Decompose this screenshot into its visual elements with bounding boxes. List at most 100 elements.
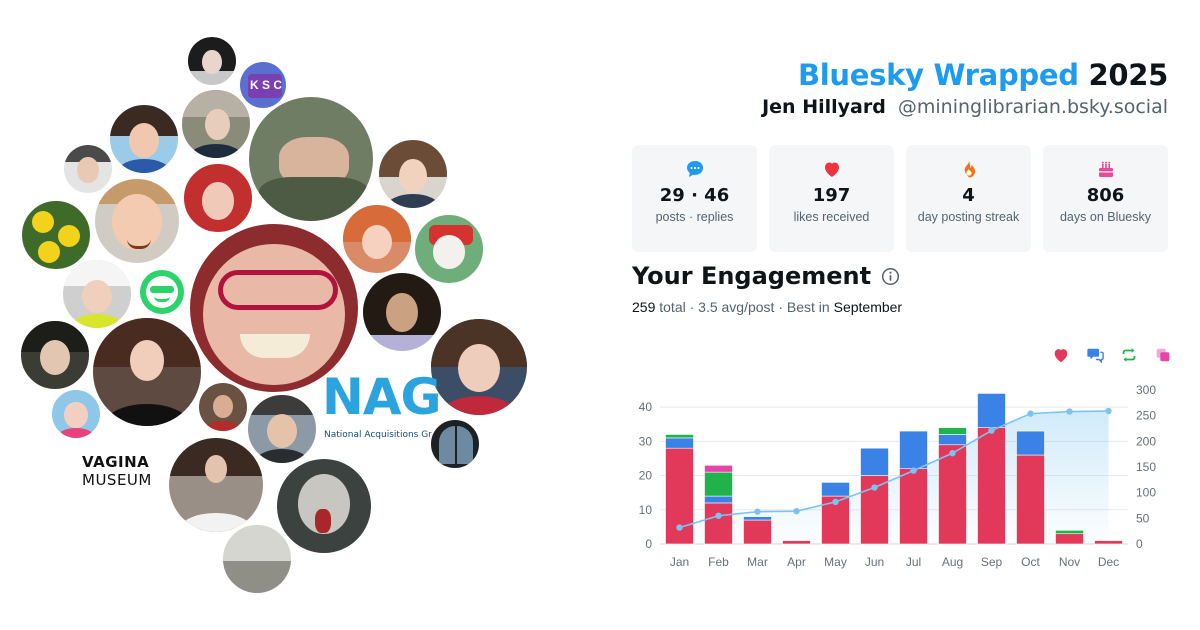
bar-likes-nov — [1055, 533, 1084, 545]
avatar[interactable] — [341, 203, 413, 275]
quotes-legend-copy-icon[interactable] — [1154, 346, 1172, 364]
user-handle[interactable]: @mininglibrarian.bsky.social — [897, 96, 1168, 118]
stat-label: posts · replies — [655, 210, 734, 224]
bar-likes-feb — [704, 502, 733, 545]
badge-logo: K S C — [249, 78, 282, 92]
bar-likes-apr — [782, 540, 811, 545]
replies-legend-chat-icon[interactable] — [1086, 346, 1104, 364]
bar-likes-sep — [977, 427, 1006, 545]
x-tick-label: Jan — [670, 555, 689, 569]
y-tick-label-right: 150 — [1136, 460, 1156, 474]
museum-logo-line2: MUSEUM — [82, 471, 152, 489]
avatar[interactable] — [429, 418, 481, 470]
avatar[interactable] — [221, 523, 293, 595]
engagement-average: 3.5 avg/post — [698, 299, 775, 315]
stat-card-days: 806 days on Bluesky — [1043, 145, 1168, 252]
nag-logo-text: NAG — [322, 368, 442, 426]
likes-legend-heart-icon[interactable] — [1052, 346, 1070, 364]
avatar[interactable] — [50, 388, 102, 440]
avatar[interactable] — [186, 35, 238, 87]
y-tick-label-left: 0 — [645, 537, 652, 551]
engagement-title-text: Your Engagement — [632, 262, 872, 290]
stat-value: 29 · 46 — [659, 185, 730, 206]
avatar[interactable] — [197, 381, 249, 433]
cumulative-point-nov — [1066, 408, 1073, 415]
avatar[interactable] — [275, 457, 373, 555]
engagement-summary: 259 total · 3.5 avg/post · Best in Septe… — [632, 299, 902, 315]
bar-likes-aug — [938, 444, 967, 545]
cumulative-point-aug — [949, 449, 956, 457]
bar-replies-jan — [665, 437, 694, 449]
avatar[interactable] — [377, 138, 449, 210]
engagement-best-prefix: Best in — [786, 299, 830, 315]
info-icon[interactable] — [881, 267, 900, 286]
avatar[interactable] — [91, 316, 203, 428]
y-tick-label-right: 250 — [1136, 409, 1156, 423]
avatar-cluster: K S C — [19, 35, 529, 595]
bar-replies-may — [821, 482, 850, 497]
bar-reposts-jan — [665, 434, 694, 439]
avatar[interactable] — [247, 95, 375, 223]
avatar[interactable] — [413, 213, 485, 285]
x-tick-label: Jul — [906, 555, 921, 569]
avatar[interactable] — [188, 222, 360, 394]
brand-title: Bluesky Wrapped — [797, 58, 1079, 92]
bar-quotes-feb — [704, 464, 733, 473]
cumulative-point-oct — [1027, 410, 1034, 417]
y-tick-label-right: 300 — [1136, 383, 1156, 397]
cumulative-point-sep — [988, 427, 995, 434]
y-tick-label-right: 100 — [1136, 486, 1156, 500]
x-tick-label: Mar — [747, 555, 768, 569]
cumulative-point-jan — [676, 524, 683, 531]
bar-likes-jul — [899, 468, 928, 545]
y-tick-label-right: 50 — [1136, 511, 1150, 525]
avatar[interactable] — [182, 162, 254, 234]
stat-label: days on Bluesky — [1059, 210, 1152, 224]
x-tick-label: Aug — [942, 555, 963, 569]
avatar[interactable] — [180, 88, 252, 160]
museum-logo-line1: VAGINA — [82, 453, 150, 471]
wrapped-header: Bluesky Wrapped 2025 Jen Hillyard @minin… — [762, 58, 1168, 118]
user-line: Jen Hillyard @mininglibrarian.bsky.socia… — [762, 96, 1168, 118]
cumulative-line — [679, 410, 1109, 529]
avatar[interactable] — [429, 317, 529, 417]
cumulative-point-dec — [1105, 407, 1112, 415]
bar-reposts-aug — [938, 427, 967, 435]
cake-icon — [1098, 161, 1113, 177]
avatar[interactable] — [93, 177, 181, 265]
bar-replies-jul — [899, 430, 928, 470]
stat-value: 197 — [812, 185, 851, 206]
x-tick-label: Feb — [708, 555, 729, 569]
bar-replies-oct — [1016, 430, 1045, 456]
cumulative-point-jun — [871, 484, 878, 491]
avatar[interactable] — [361, 271, 443, 353]
stat-card-likes: 197 likes received — [769, 145, 894, 252]
avatar[interactable] — [108, 103, 180, 175]
museum-logo: VAGINA MUSEUM — [82, 453, 172, 489]
stat-value: 806 — [1086, 185, 1125, 206]
bar-replies-feb — [704, 495, 733, 504]
bar-likes-mar — [743, 519, 772, 545]
avatar[interactable] — [61, 258, 133, 330]
x-tick-label: Apr — [787, 555, 806, 569]
avatar[interactable] — [167, 436, 265, 534]
stat-label: day posting streak — [917, 210, 1020, 224]
cumulative-point-apr — [793, 507, 800, 515]
stat-card-streak: 4 day posting streak — [906, 145, 1031, 252]
avatar[interactable] — [20, 199, 92, 271]
page-title: Bluesky Wrapped 2025 — [762, 58, 1168, 92]
x-tick-label: Oct — [1021, 555, 1040, 569]
stat-card-posts: 29 · 46 posts · replies — [632, 145, 757, 252]
reposts-legend-repeat-icon[interactable] — [1120, 346, 1138, 364]
x-tick-label: May — [824, 555, 847, 569]
engagement-chart: 0 10 20 30 40 0 50 100 150 200 250 300 Jan Feb Mar Apr M… — [639, 383, 1157, 569]
nag-logo: NAG National Acquisitions Group — [322, 368, 449, 448]
cumulative-point-may — [832, 498, 839, 506]
engagement-total: 259 — [632, 299, 656, 315]
bar-replies-mar — [743, 516, 772, 521]
flame-icon — [964, 160, 975, 178]
y-tick-label-left: 40 — [639, 400, 653, 414]
y-tick-label-left: 20 — [639, 469, 653, 483]
display-name: Jen Hillyard — [762, 96, 886, 118]
avatar[interactable] — [19, 319, 91, 391]
